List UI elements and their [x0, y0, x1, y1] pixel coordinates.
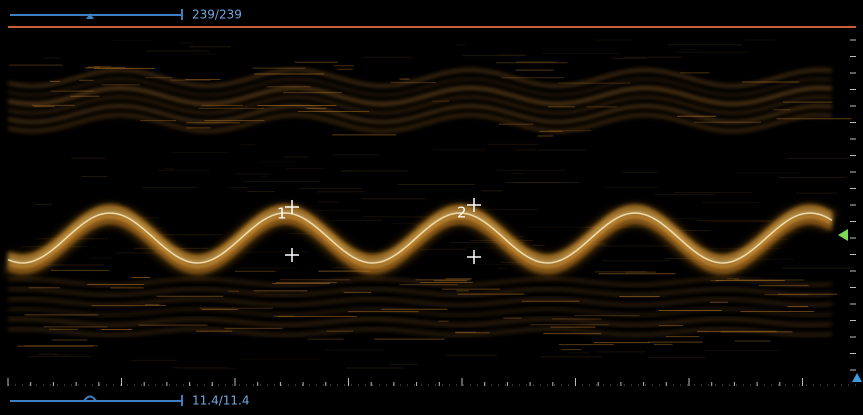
caliper-label: 2: [457, 204, 467, 222]
page: 239/239 11.4/11.4 1 2 (() => { const dat…: [0, 0, 863, 415]
frame-counter: 239/239: [192, 8, 242, 22]
ultrasound-screen: 239/239 11.4/11.4 1 2: [0, 0, 863, 415]
time-counter: 11.4/11.4: [192, 394, 249, 408]
caliper-label: 1: [277, 205, 287, 223]
